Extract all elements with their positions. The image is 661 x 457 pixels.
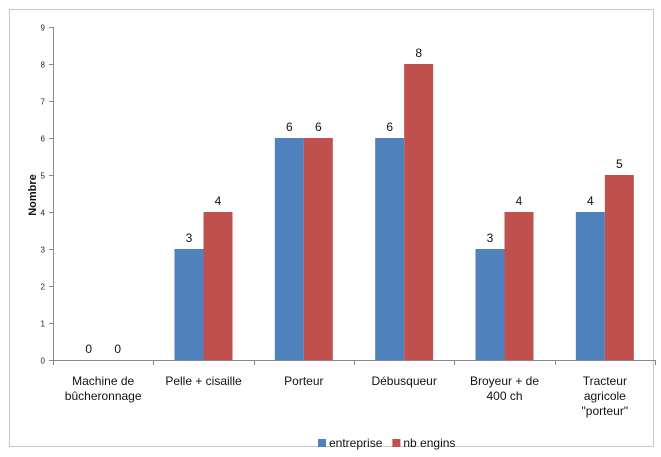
y-tick-label: 0 — [41, 357, 46, 366]
legend-swatch — [392, 439, 401, 447]
data-label: 4 — [587, 194, 594, 208]
y-tick-label: 3 — [41, 246, 46, 255]
y-tick-label: 7 — [41, 98, 46, 107]
category-label: Machine de bûcheronnage — [65, 374, 142, 403]
category-label: Porteur — [284, 374, 323, 388]
y-tick-label: 5 — [41, 172, 46, 181]
data-label: 3 — [487, 231, 494, 245]
category-label: Débusqueur — [371, 374, 436, 388]
bar-nb-engins — [604, 175, 634, 360]
data-labels: 0 0 3 4 6 6 6 8 3 4 4 5 — [85, 46, 623, 356]
bar-entreprise — [375, 138, 405, 360]
category-label: Pelle + cisaille — [165, 374, 242, 388]
data-label: 6 — [286, 120, 293, 134]
bar-nb-engins — [504, 212, 534, 360]
data-label: 4 — [215, 194, 222, 208]
bar-entreprise — [174, 249, 204, 360]
legend-label: entreprise — [329, 436, 383, 450]
bars — [174, 64, 634, 360]
legend-label: nb engins — [403, 436, 455, 450]
y-tick-label: 6 — [41, 135, 46, 144]
category-label: Tracteur agricole "porteur" — [582, 374, 629, 418]
bar-entreprise — [274, 138, 304, 360]
y-axis: 0 1 2 3 4 5 6 7 8 9 — [41, 24, 54, 366]
y-tick-label: 9 — [41, 24, 46, 33]
data-label: 5 — [616, 157, 623, 171]
category-label: Broyeur + de 400 ch — [470, 374, 539, 403]
data-label: 6 — [386, 120, 393, 134]
y-axis-title: Nombre — [27, 174, 39, 216]
data-label: 6 — [315, 120, 322, 134]
bar-entreprise — [575, 212, 605, 360]
data-label: 8 — [415, 46, 422, 60]
bar-nb-engins — [203, 212, 233, 360]
y-tick-label: 2 — [41, 283, 46, 292]
bar-entreprise — [475, 249, 505, 360]
y-tick-label: 8 — [41, 61, 46, 70]
bar-nb-engins — [404, 64, 434, 360]
category-labels: Machine de bûcheronnage Pelle + cisaille Po… — [65, 374, 628, 418]
y-tick-label: 4 — [41, 209, 46, 218]
data-label: 4 — [516, 194, 523, 208]
bar-nb-engins — [303, 138, 333, 360]
data-label: 0 — [114, 342, 121, 356]
legend: entreprise nb engins — [318, 436, 455, 450]
data-label: 0 — [85, 342, 92, 356]
x-axis — [53, 360, 656, 365]
legend-swatch — [318, 439, 326, 447]
data-label: 3 — [186, 231, 193, 245]
y-tick-label: 1 — [41, 320, 46, 329]
